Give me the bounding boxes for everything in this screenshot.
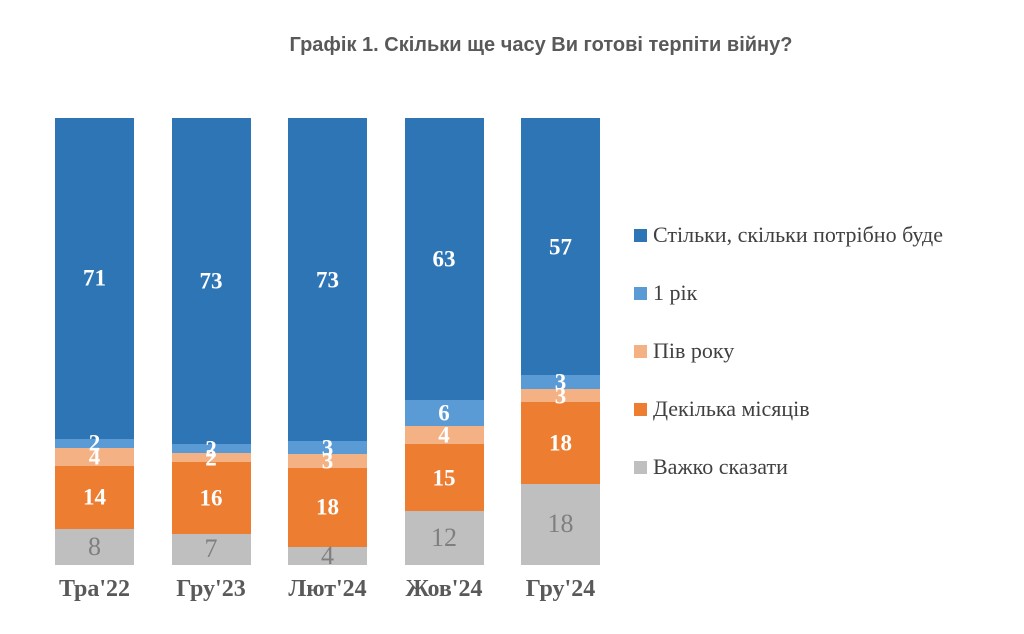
x-axis-label: Гру'23	[176, 576, 246, 602]
x-axis-label: Тра'22	[58, 576, 131, 602]
bar-segment: 63	[404, 118, 484, 400]
segment-value-label: 71	[83, 265, 106, 291]
x-axis-label: Жов'24	[405, 576, 483, 602]
bar-segment: 73	[288, 118, 367, 442]
segment-value-label: 8	[88, 531, 101, 561]
bar-segment: 3	[288, 450, 367, 473]
x-axis-label: Лют'24	[288, 576, 367, 602]
segment-value-label: 18	[549, 430, 572, 456]
segment-value-label: 18	[316, 494, 339, 520]
bar-segment: 4	[288, 543, 367, 569]
bar-segment: 73	[171, 118, 251, 445]
bar-segment: 71	[55, 118, 134, 439]
bar-3: 73 3 3 18 4	[288, 118, 367, 569]
legend-label: Пів року	[653, 338, 735, 363]
legend-item: Важко сказати	[634, 454, 943, 480]
bar-segment: 3	[521, 371, 600, 394]
segment-value-label: 57	[549, 234, 572, 260]
x-axis: Тра'22 Гру'23 Лют'24 Жов'24 Гру'24	[55, 576, 600, 603]
legend-item: 1 рік	[634, 280, 943, 306]
segment-value-label: 18	[547, 509, 574, 539]
bar-segment: 12	[404, 511, 484, 565]
segment-value-label: 6	[438, 400, 450, 426]
bar-segment: 8	[55, 528, 134, 565]
bar-segment: 6	[404, 399, 484, 427]
segment-value-label: 7	[204, 534, 218, 564]
segment-value-label: 4	[321, 541, 334, 571]
legend-label: Декілька місяців	[653, 396, 810, 421]
legend-marker-icon	[634, 228, 647, 242]
legend-item: Стільки, скільки потрібно буде	[634, 222, 943, 248]
chart-title: Графік 1. Скільки ще часу Ви готові терп…	[289, 34, 793, 56]
bar-segment: 16	[171, 462, 251, 534]
segment-value-label: 63	[432, 246, 456, 272]
bar-5: 57 3 3 18 18	[521, 118, 600, 565]
bar-1: 71 2 4 14 8	[55, 118, 134, 565]
x-axis-label: Гру'24	[525, 576, 596, 602]
bar-segment: 18	[521, 483, 600, 565]
bars-container: 71 2 4 14 8 73 2 2 16 7 73 3 3 18 4 63 6 4 15 12 57 3 3 18 18	[55, 118, 600, 569]
legend: Стільки, скільки потрібно буде 1 рік Пів…	[634, 222, 943, 512]
bar-segment: 4	[55, 445, 134, 468]
bar-segment: 3	[521, 384, 600, 407]
segment-value-label: 73	[199, 268, 223, 294]
bar-segment: 3	[288, 436, 367, 459]
legend-marker-icon	[634, 402, 647, 416]
bar-segment: 14	[55, 465, 134, 529]
legend-label: Стільки, скільки потрібно буде	[653, 222, 943, 247]
legend-label: 1 рік	[653, 280, 698, 305]
segment-value-label: 16	[199, 485, 223, 511]
legend-item: Декілька місяців	[634, 396, 943, 422]
bar-4: 63 6 4 15 12	[404, 118, 484, 565]
bar-2: 73 2 2 16 7	[171, 118, 251, 565]
legend-marker-icon	[634, 286, 647, 300]
bar-segment: 2	[171, 437, 251, 460]
bar-segment: 18	[521, 402, 600, 484]
segment-value-label: 73	[316, 267, 339, 293]
segment-value-label: 15	[432, 465, 456, 491]
bar-segment: 15	[404, 444, 484, 512]
segment-value-label: 12	[431, 523, 457, 553]
bar-segment: 7	[171, 533, 251, 565]
legend-item: Пів року	[634, 338, 943, 364]
legend-marker-icon	[634, 344, 647, 358]
bar-segment: 4	[404, 424, 484, 447]
bar-segment: 18	[288, 467, 367, 548]
bar-segment: 2	[171, 446, 251, 469]
segment-value-label: 14	[83, 484, 106, 510]
bar-segment: 57	[521, 118, 600, 376]
legend-label: Важко сказати	[653, 454, 788, 479]
bar-segment: 2	[55, 432, 134, 455]
legend-marker-icon	[634, 460, 647, 474]
